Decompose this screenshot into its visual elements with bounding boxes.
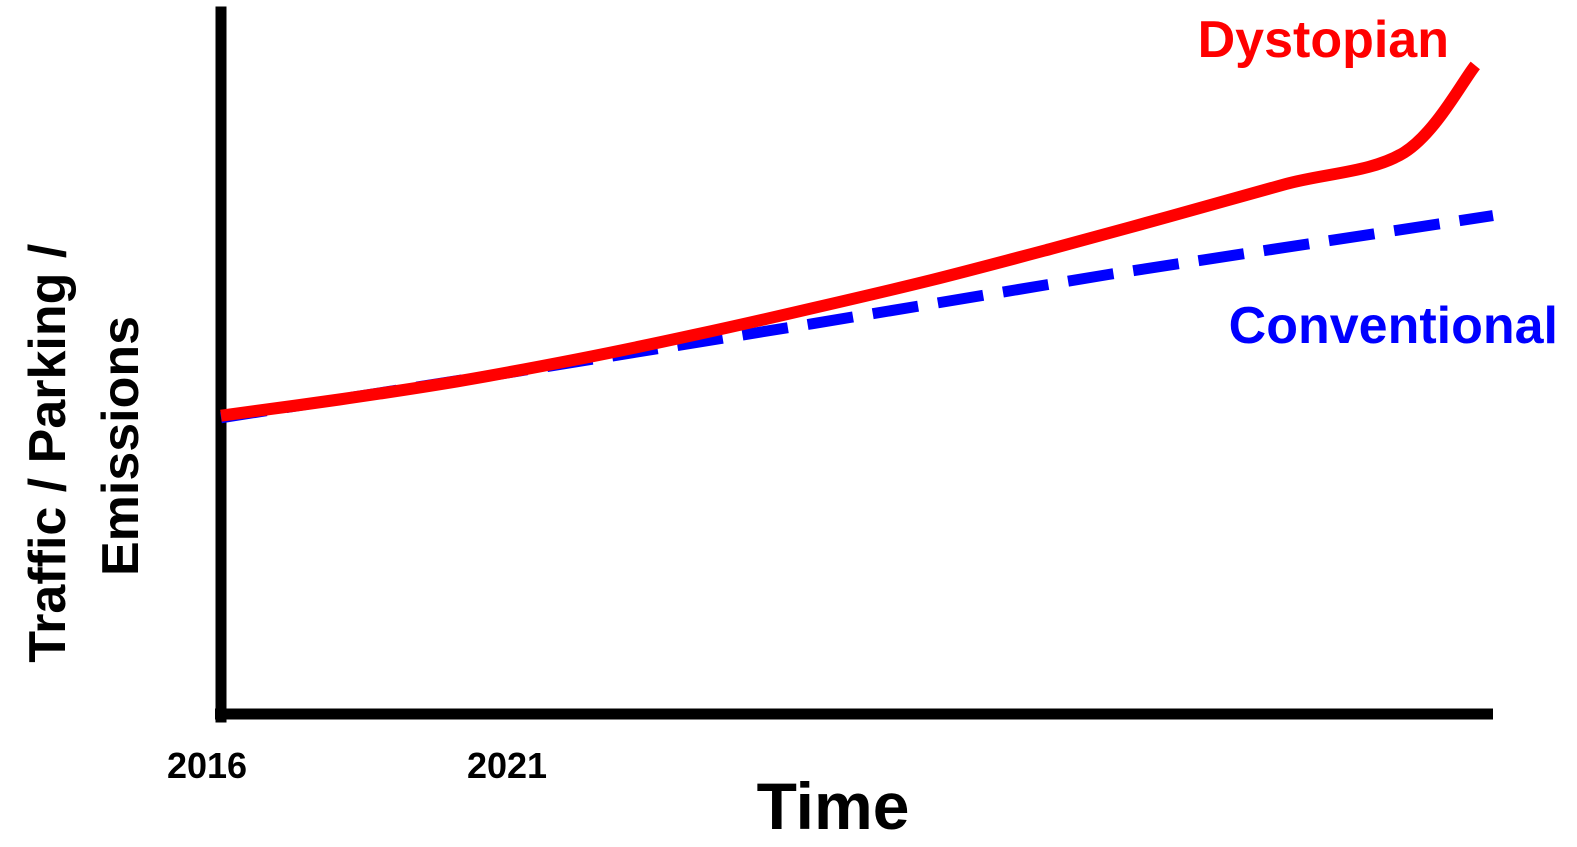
x-tick-label-2021: 2021 [467,745,547,786]
labels-layer: Traffic / Parking / Emissions Time 2016 … [19,11,1558,843]
y-axis-label-line-1: Traffic / Parking / [19,244,77,663]
series-label-conventional: Conventional [1229,297,1558,355]
axes [215,6,1493,723]
series-layer [220,61,1494,424]
series-line-dystopian [220,61,1481,422]
y-axis-label: Traffic / Parking / Emissions [19,229,150,662]
series-label-dystopian: Dystopian [1198,11,1449,69]
x-tick-label-2016: 2016 [167,745,247,786]
x-axis-label: Time [757,769,910,842]
y-axis-label-line-2: Emissions [92,316,150,576]
